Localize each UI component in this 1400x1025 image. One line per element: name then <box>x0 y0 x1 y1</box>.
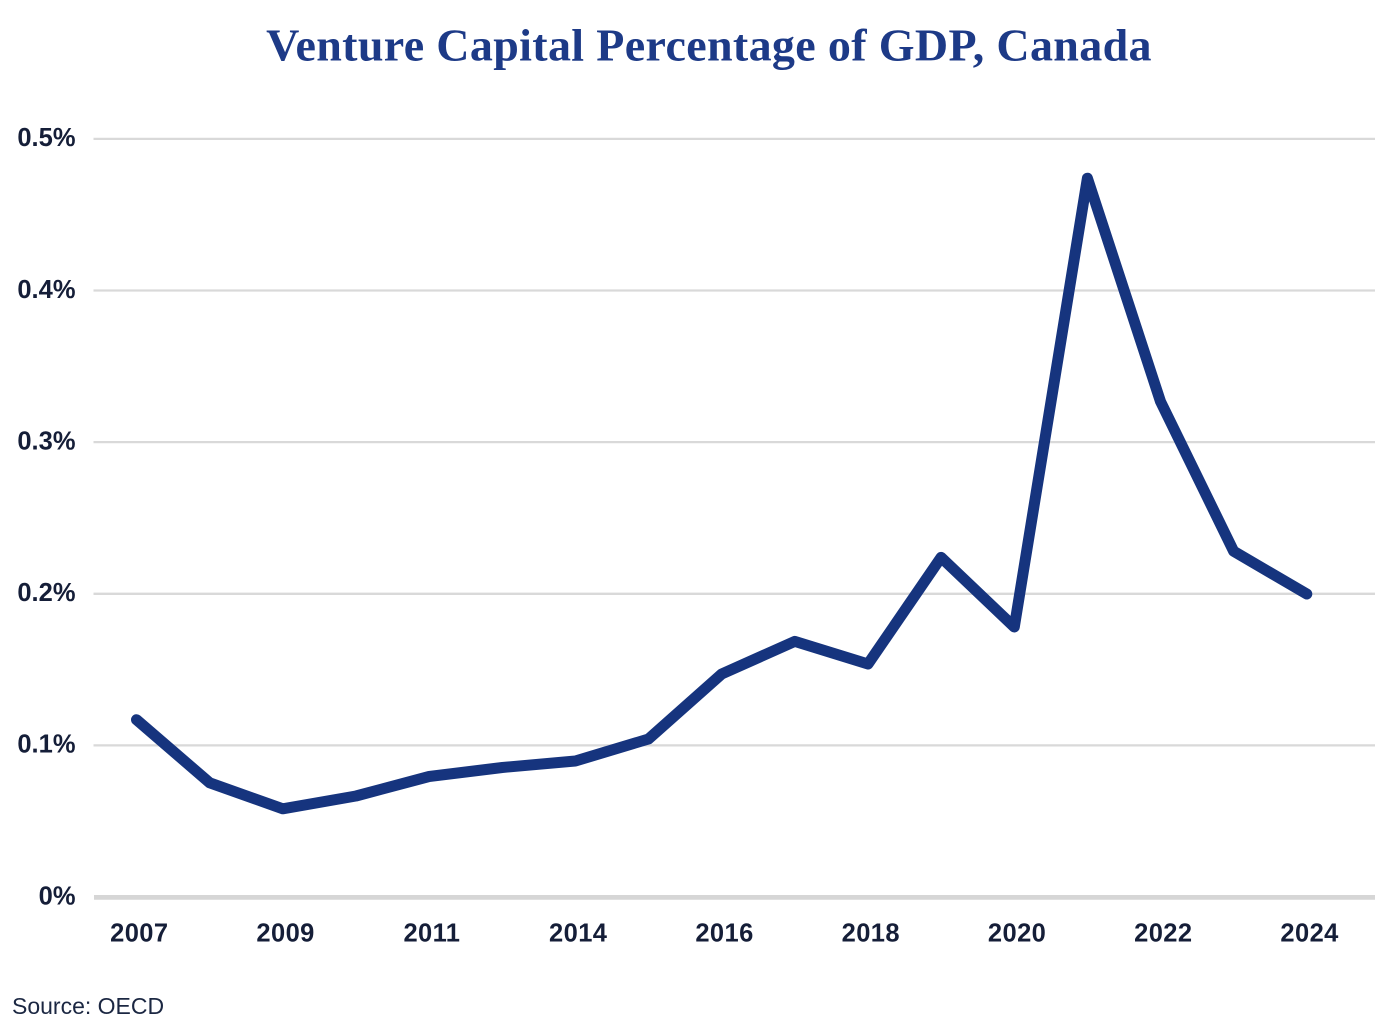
svg-text:2020: 2020 <box>988 920 1046 948</box>
svg-text:2018: 2018 <box>842 920 900 948</box>
svg-text:2016: 2016 <box>695 920 753 948</box>
svg-text:2011: 2011 <box>403 920 460 948</box>
svg-text:0.3%: 0.3% <box>17 427 75 455</box>
svg-text:0.1%: 0.1% <box>17 731 75 759</box>
svg-text:0.2%: 0.2% <box>17 579 75 607</box>
svg-text:Source: OECD: Source: OECD <box>12 993 164 1019</box>
svg-text:0.4%: 0.4% <box>17 276 75 304</box>
svg-text:0.5%: 0.5% <box>17 124 75 152</box>
svg-text:2014: 2014 <box>549 920 608 948</box>
svg-text:2009: 2009 <box>256 920 314 948</box>
svg-text:0%: 0% <box>39 883 76 911</box>
svg-text:2007: 2007 <box>110 920 168 948</box>
svg-text:2024: 2024 <box>1280 920 1339 948</box>
svg-text:2022: 2022 <box>1134 920 1192 948</box>
svg-text:Venture Capital Percentage of: Venture Capital Percentage of GDP, Canad… <box>266 20 1152 71</box>
